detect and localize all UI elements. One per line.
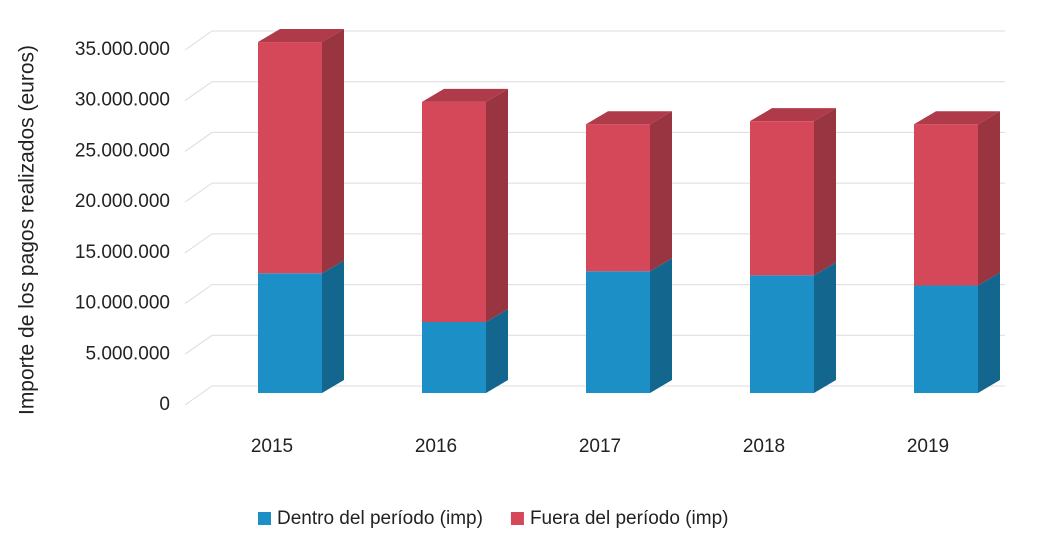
x-tick-label: 2015 bbox=[251, 436, 293, 457]
bar-segment bbox=[586, 124, 650, 272]
bar-segment bbox=[914, 285, 978, 393]
legend-label: Dentro del período (imp) bbox=[277, 508, 483, 529]
x-tick-label: 2016 bbox=[415, 436, 457, 457]
y-axis-label: Importe de los pagos realizados (euros) bbox=[16, 45, 39, 415]
bar-side bbox=[978, 272, 1000, 393]
bar-top bbox=[422, 88, 508, 102]
x-tick-label: 2017 bbox=[579, 436, 621, 457]
legend-swatch bbox=[258, 512, 271, 525]
legend-swatch bbox=[510, 512, 524, 525]
grid-line bbox=[184, 30, 1005, 51]
bar-segment bbox=[750, 275, 814, 393]
y-tick-label: 5.000.000 bbox=[85, 343, 170, 364]
bar-segment bbox=[750, 121, 814, 276]
bar-segment bbox=[422, 322, 486, 393]
bar-side bbox=[650, 111, 672, 272]
bar-segment bbox=[258, 273, 322, 393]
grid-line bbox=[184, 385, 1005, 406]
bar-top bbox=[258, 29, 344, 43]
x-tick-label: 2019 bbox=[907, 436, 949, 457]
grid-line bbox=[184, 334, 1005, 355]
bar-side bbox=[486, 309, 508, 393]
grid-line bbox=[184, 233, 1005, 254]
y-tick-label: 25.000.000 bbox=[75, 140, 170, 161]
y-tick-label: 30.000.000 bbox=[75, 90, 170, 111]
bar-side bbox=[650, 258, 672, 393]
y-tick-label: 15.000.000 bbox=[75, 242, 170, 263]
x-tick-label: 2018 bbox=[743, 436, 785, 457]
grid-line bbox=[184, 182, 1005, 203]
bar-segment bbox=[914, 124, 978, 286]
bar-side bbox=[978, 111, 1000, 286]
bar-side bbox=[486, 88, 508, 323]
grid-line bbox=[184, 131, 1005, 152]
y-tick-label: 20.000.000 bbox=[75, 191, 170, 212]
bar-side bbox=[814, 262, 836, 393]
bar-segment bbox=[422, 101, 486, 323]
bar-segment bbox=[258, 42, 322, 274]
bar-side bbox=[322, 29, 344, 274]
bar-side bbox=[322, 260, 344, 393]
grid-line bbox=[184, 284, 1005, 304]
y-tick-label: 35.000.000 bbox=[75, 39, 170, 60]
bar-side bbox=[814, 108, 836, 276]
bar-top bbox=[914, 111, 1000, 125]
y-tick-label: 0 bbox=[159, 394, 170, 415]
bar-top bbox=[750, 108, 836, 122]
legend-label: Fuera del período (imp) bbox=[530, 508, 729, 529]
grid-line bbox=[184, 81, 1005, 102]
bar-top bbox=[586, 111, 672, 125]
bar-segment bbox=[586, 271, 650, 393]
y-tick-label: 10.000.000 bbox=[75, 293, 170, 314]
